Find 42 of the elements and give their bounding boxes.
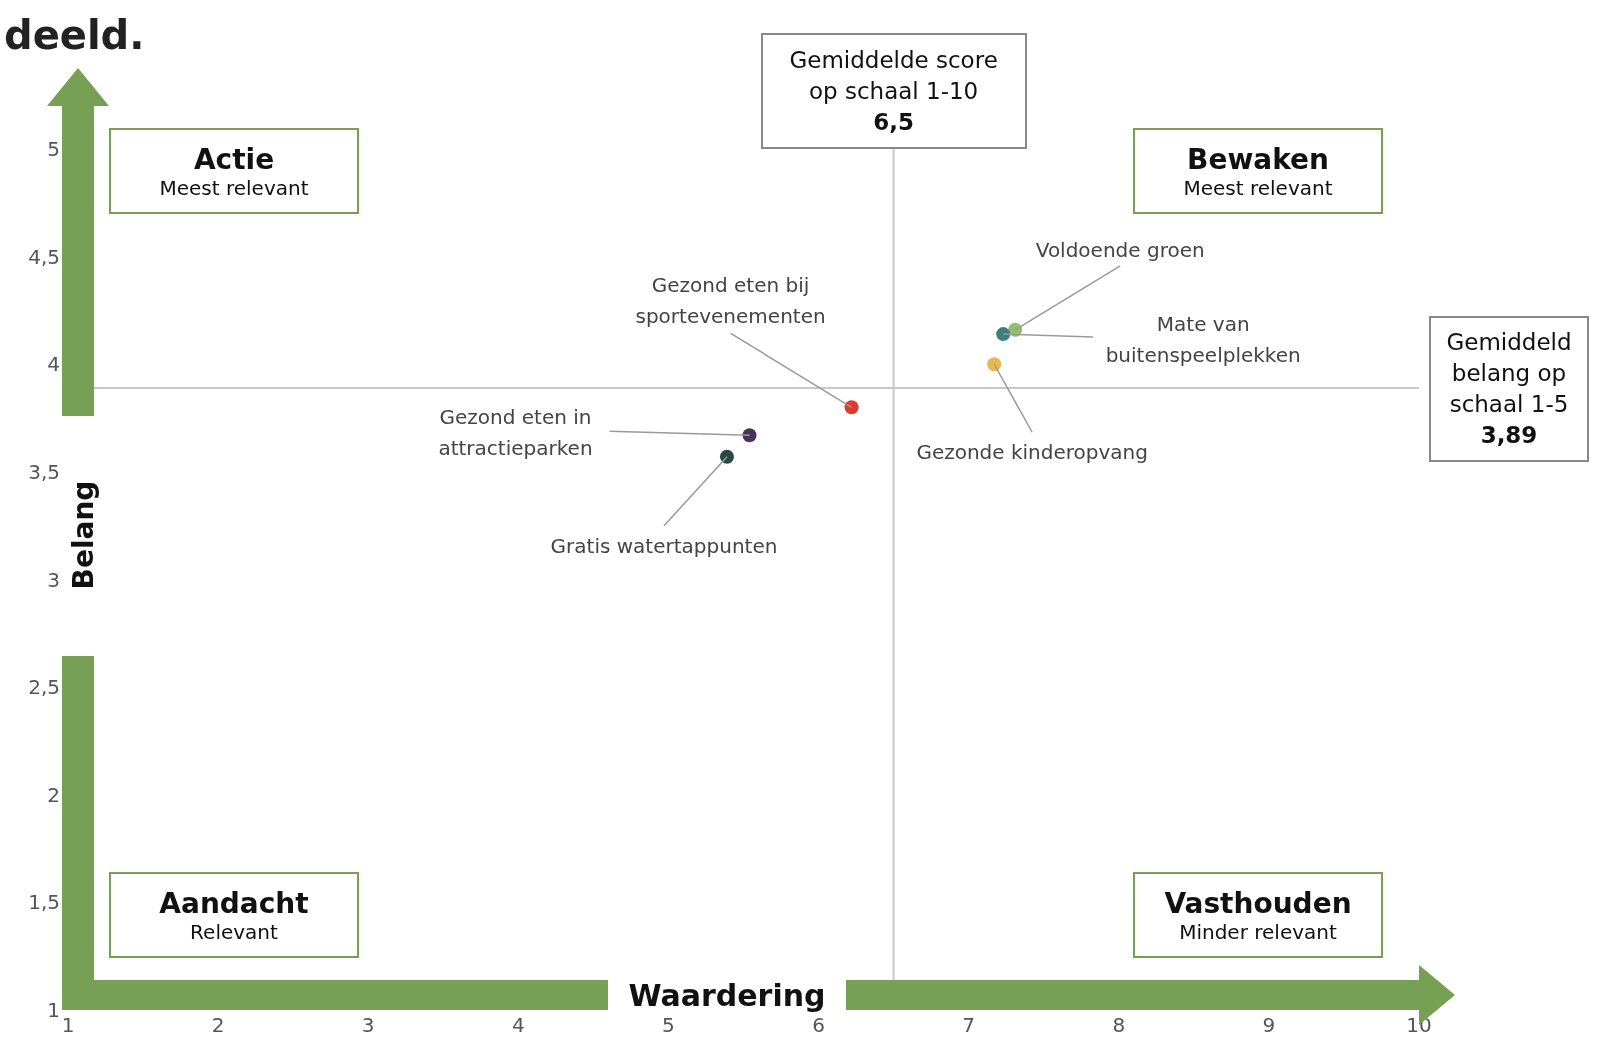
point	[719, 449, 734, 464]
text: Voldoende groen	[1035, 237, 1205, 262]
y-tick-label: 5	[47, 137, 60, 162]
y-tick-label: 2,5	[28, 675, 60, 700]
point	[987, 357, 1002, 372]
ref-line-label: Gemiddeld belang op schaal 1-5 3,89	[1445, 327, 1573, 450]
annotation: Vasthouden Minder relevant	[1163, 886, 1353, 944]
text: Mate van buitenspeelplekken	[1105, 311, 1301, 367]
x-tick-label: 2	[211, 1013, 225, 1038]
y-tick-label: 3,5	[28, 459, 60, 484]
x-tick-label: 8	[1112, 1013, 1126, 1038]
text: Gezond eten bij sportevenementen	[635, 272, 826, 328]
callout-frame: Gemiddelde score op schaal 1-10 6,5	[760, 33, 1027, 149]
point	[996, 327, 1011, 342]
x-tick-label: 9	[1262, 1013, 1276, 1038]
y-tick-label: 3	[47, 567, 60, 592]
text: Gezond eten in attractieparken	[438, 404, 593, 460]
y-tick-label: 2	[47, 782, 60, 807]
x-tick-label: 5	[662, 1013, 675, 1038]
quadrant-frame: Bewaken Meest relevant	[1133, 128, 1383, 214]
quadrant-frame: Vasthouden Minder relevant	[1133, 872, 1383, 958]
annotation: Actie Meest relevant	[158, 142, 310, 200]
x-tick-label: 4	[511, 1013, 525, 1038]
y-tick-label: 1,5	[28, 890, 60, 915]
point	[844, 400, 859, 415]
quadrant-frame: Aandacht Relevant	[109, 872, 359, 958]
text: Gezonde kinderopvang	[916, 440, 1148, 465]
ref-line-label: Gemiddelde score op schaal 1-10 6,5	[788, 45, 999, 137]
annotation: Aandacht Relevant	[158, 886, 310, 944]
text: Gratis watertappunten	[550, 533, 778, 558]
point	[742, 428, 757, 443]
quadrant-frame: Actie Meest relevant	[109, 128, 359, 214]
callout-frame: Gemiddeld belang op schaal 1-5 3,89	[1429, 315, 1589, 462]
x-axis-title: Waardering	[628, 977, 826, 1013]
x-tick-label: 3	[361, 1013, 375, 1038]
y-axis-title: Belang	[66, 480, 100, 590]
annotation: Bewaken Meest relevant	[1182, 142, 1334, 200]
y-tick-label: 4	[47, 352, 60, 377]
x-tick-label: 7	[962, 1013, 976, 1038]
y-tick-label: 4,5	[28, 244, 60, 269]
chart-title: deeld.	[4, 12, 145, 58]
x-tick-label: 6	[812, 1013, 825, 1038]
